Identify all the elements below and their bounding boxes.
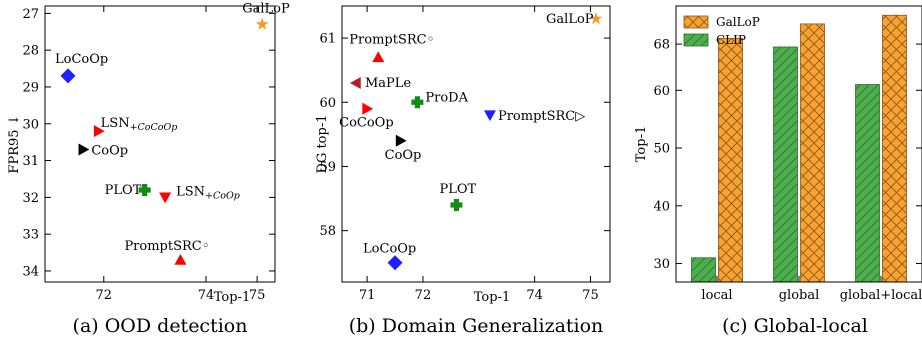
x-tick-label: 75 <box>249 288 266 303</box>
point-plot-marker <box>450 198 463 211</box>
y-axis-label: FPR95 ↓ <box>7 114 22 173</box>
x-tick-label: 74 <box>198 288 215 303</box>
y-tick-label: 40 <box>653 199 670 214</box>
point-coop-marker <box>78 143 90 156</box>
legend-swatch-hatch <box>683 33 709 47</box>
point-gallop-marker <box>589 12 603 25</box>
y-tick-label: 59 <box>319 160 336 175</box>
point-label: GalLoP <box>546 12 594 27</box>
y-tick-label: 30 <box>22 117 39 132</box>
x-tick-label: local <box>701 288 732 303</box>
point-locoop-marker <box>60 68 76 84</box>
point-label: PLOT <box>105 183 142 198</box>
point-coop-marker <box>395 134 407 147</box>
x-tick-label: 72 <box>96 288 113 303</box>
legend-label: CLIP <box>716 33 746 47</box>
point-plot-marker <box>138 184 151 196</box>
x-axis-label: Top-1 <box>214 290 250 305</box>
point-proda-marker <box>411 96 424 109</box>
point-label: CoOp <box>385 148 422 163</box>
x-tick-label: 74 <box>526 288 543 303</box>
point-label: ProDA <box>425 90 468 105</box>
axes-frame <box>341 5 611 283</box>
point-label: MaPLe <box>365 76 411 91</box>
y-tick-label: 29 <box>22 80 39 95</box>
panel-domain-generalization: 58 59 60 61 71 72 74 75 Top-1 DG top-1 GalLoP Promp… <box>315 5 611 337</box>
bar-clip-global-hatch <box>773 46 798 283</box>
bar-gallop-global-local-hatch <box>882 14 907 283</box>
legend-label: GalLoP <box>716 15 760 29</box>
x-tick-label: 71 <box>359 288 376 303</box>
legend-swatch-hatch <box>683 15 709 29</box>
y-axis-label: Top-1 <box>634 126 649 162</box>
point-label: PromptSRC▷ <box>498 109 585 124</box>
y-tick-label: 33 <box>22 228 39 243</box>
x-tick-label: 75 <box>582 288 599 303</box>
bar-gallop-local-hatch <box>718 37 743 283</box>
point-promptsrc-marker <box>483 110 496 122</box>
point-lsn-sub-marker <box>159 192 172 204</box>
point-promptsrc-marker <box>174 253 187 265</box>
panel-caption: (b) Domain Generalization <box>349 315 604 337</box>
panel-caption: (a) OOD detection <box>73 315 248 337</box>
point-locoop-marker <box>387 255 403 271</box>
panel-caption: (c) Global-local <box>722 315 868 337</box>
x-tick-label: 72 <box>415 288 432 303</box>
y-tick-label: 58 <box>319 224 336 239</box>
point-gallop-marker <box>255 17 269 30</box>
point-label: LSN+CoOp <box>176 184 240 201</box>
point-label: CoOp <box>91 144 128 159</box>
point-label: CoCoOp <box>339 116 394 131</box>
y-tick-label: 60 <box>653 84 670 99</box>
x-tick-label: global <box>779 288 820 303</box>
y-tick-label: 60 <box>319 96 336 111</box>
x-axis-label: Top-1 <box>474 290 510 305</box>
y-tick-label: 30 <box>653 257 670 272</box>
y-axis-label: DG top-1 <box>315 115 330 174</box>
point-label: LoCoOp <box>363 242 416 257</box>
y-tick-label: 27 <box>22 7 39 22</box>
bar-clip-local-hatch <box>691 257 716 283</box>
axes-frame <box>44 5 276 283</box>
point-lsn-sub-marker <box>93 125 105 138</box>
y-tick-label: 32 <box>22 191 39 206</box>
point-label: PromptSRC◦ <box>124 239 209 254</box>
point-label: PromptSRC◦ <box>349 32 434 47</box>
point-cocoop-marker <box>362 102 374 115</box>
y-tick-label: 28 <box>22 44 39 59</box>
y-tick-label: 50 <box>653 142 670 157</box>
y-tick-label: 68 <box>653 38 670 53</box>
y-tick-label: 61 <box>319 32 336 47</box>
y-tick-label: 34 <box>22 264 39 279</box>
y-tick-label: 31 <box>22 154 39 169</box>
point-label: PLOT <box>439 182 476 197</box>
point-promptsrc-marker <box>372 51 385 63</box>
x-tick-label: global+local <box>840 288 922 303</box>
bar-clip-global-local-hatch <box>855 84 880 283</box>
point-label: GalLoP <box>242 1 290 16</box>
axes-frame <box>675 5 922 283</box>
point-maple-marker <box>349 77 361 90</box>
panel-global-local: local global global+local 30 40 50 60 68 Top-1 Ga… <box>634 5 922 337</box>
point-label: LoCoOp <box>55 52 108 67</box>
bar-gallop-global-hatch <box>800 23 825 283</box>
point-label: LSN+CoCoOp <box>101 116 178 133</box>
